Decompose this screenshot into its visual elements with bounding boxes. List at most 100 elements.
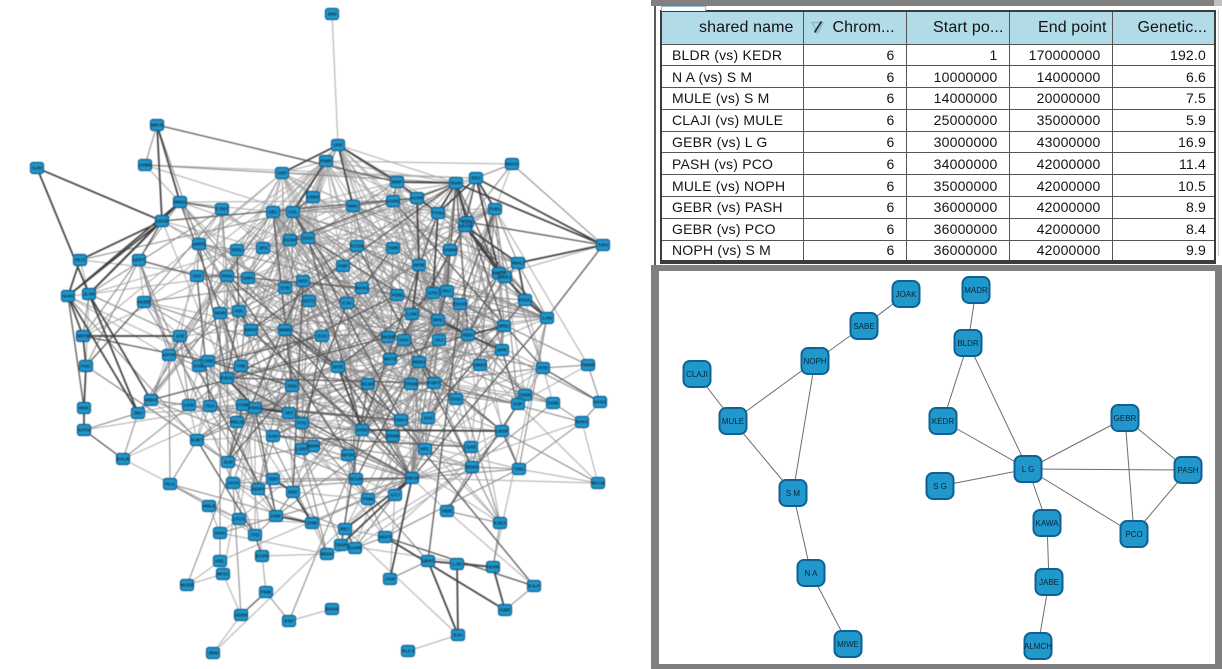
svg-text:LSM: LSM bbox=[407, 312, 417, 317]
svg-text:DGWA: DGWA bbox=[283, 238, 298, 243]
svg-text:MCLW: MCLW bbox=[591, 481, 606, 486]
svg-text:GEBR: GEBR bbox=[1114, 414, 1137, 423]
svg-text:FNP: FNP bbox=[338, 264, 347, 269]
svg-text:THU: THU bbox=[514, 467, 524, 472]
svg-text:UCH: UCH bbox=[228, 481, 239, 486]
svg-text:NDMT: NDMT bbox=[251, 487, 264, 492]
svg-text:ERNR: ERNR bbox=[386, 434, 400, 439]
svg-text:TTHG: TTHG bbox=[432, 211, 445, 216]
svg-text:PWR: PWR bbox=[321, 159, 332, 164]
svg-text:GTD: GTD bbox=[428, 291, 438, 296]
svg-text:ESUL: ESUL bbox=[519, 298, 531, 303]
svg-text:HUEB: HUEB bbox=[137, 300, 151, 305]
svg-text:SAPR: SAPR bbox=[349, 546, 362, 551]
svg-text:LJH: LJH bbox=[453, 562, 462, 567]
svg-text:EWJL: EWJL bbox=[221, 376, 234, 381]
svg-text:BDHU: BDHU bbox=[320, 552, 334, 557]
svg-text:ESP: ESP bbox=[284, 619, 293, 624]
svg-text:UGBH: UGBH bbox=[234, 613, 248, 618]
svg-text:CJU: CJU bbox=[342, 301, 352, 306]
svg-text:MRP: MRP bbox=[392, 180, 402, 185]
svg-text:PTG: PTG bbox=[297, 421, 307, 426]
svg-text:RUH: RUH bbox=[451, 181, 462, 186]
svg-text:ACDW: ACDW bbox=[350, 244, 365, 249]
svg-text:KBK: KBK bbox=[271, 514, 282, 519]
svg-text:NJBT: NJBT bbox=[191, 438, 203, 443]
svg-text:GFPT: GFPT bbox=[133, 258, 145, 263]
svg-text:CLAJI: CLAJI bbox=[686, 370, 708, 379]
svg-text:TFD: TFD bbox=[251, 533, 261, 538]
svg-text:REC: REC bbox=[340, 527, 350, 532]
svg-text:THE: THE bbox=[236, 364, 245, 369]
svg-text:NMCM: NMCM bbox=[150, 123, 164, 128]
svg-text:UNFD: UNFD bbox=[193, 242, 206, 247]
svg-text:CNW: CNW bbox=[520, 393, 532, 398]
svg-text:SSTC: SSTC bbox=[303, 299, 316, 304]
svg-text:GEAN: GEAN bbox=[458, 224, 472, 229]
svg-text:MANJ: MANJ bbox=[355, 286, 368, 291]
svg-text:N A: N A bbox=[805, 569, 819, 578]
svg-text:ADL: ADL bbox=[234, 309, 244, 314]
svg-text:JOAK: JOAK bbox=[896, 290, 918, 299]
svg-text:KBLW: KBLW bbox=[405, 476, 419, 481]
svg-text:S G: S G bbox=[933, 482, 947, 491]
svg-text:UEL: UEL bbox=[268, 210, 277, 215]
svg-text:JHD: JHD bbox=[327, 12, 337, 17]
svg-text:JCN: JCN bbox=[423, 416, 433, 421]
svg-text:MHTG: MHTG bbox=[383, 357, 397, 362]
svg-text:KPTP: KPTP bbox=[163, 353, 175, 358]
svg-text:LAN: LAN bbox=[542, 316, 552, 321]
svg-text:HFSC: HFSC bbox=[217, 572, 230, 577]
svg-text:SMHN: SMHN bbox=[306, 444, 320, 449]
svg-text:ALMCH: ALMCH bbox=[1024, 642, 1052, 651]
svg-text:PLCJ: PLCJ bbox=[402, 649, 414, 654]
svg-text:DPHT: DPHT bbox=[245, 328, 258, 333]
svg-text:DHB: DHB bbox=[307, 521, 318, 526]
svg-text:KGG: KGG bbox=[462, 220, 473, 225]
svg-text:JRT: JRT bbox=[285, 411, 294, 416]
svg-text:WKBB: WKBB bbox=[381, 335, 396, 340]
svg-text:LFCC: LFCC bbox=[233, 517, 246, 522]
svg-text:TRJT: TRJT bbox=[74, 258, 86, 263]
svg-text:DSW: DSW bbox=[357, 428, 368, 433]
svg-text:SAR: SAR bbox=[466, 445, 476, 450]
svg-text:PJP: PJP bbox=[514, 402, 523, 407]
svg-text:WFB: WFB bbox=[414, 263, 425, 268]
svg-text:KLWF: KLWF bbox=[361, 382, 374, 387]
svg-text:TDA: TDA bbox=[205, 404, 215, 409]
svg-text:PJA: PJA bbox=[318, 334, 328, 339]
svg-text:BLDR: BLDR bbox=[957, 339, 979, 348]
svg-text:NATW: NATW bbox=[77, 428, 91, 433]
svg-text:PASH: PASH bbox=[1177, 466, 1198, 475]
svg-text:JWG: JWG bbox=[287, 384, 298, 389]
svg-text:RTB: RTB bbox=[538, 366, 548, 371]
svg-text:NKFT: NKFT bbox=[379, 535, 391, 540]
svg-text:JBW: JBW bbox=[208, 651, 219, 656]
svg-text:PCO: PCO bbox=[1125, 530, 1142, 539]
svg-text:WWDK: WWDK bbox=[491, 271, 507, 276]
svg-text:HFL: HFL bbox=[421, 447, 430, 452]
svg-text:HANG: HANG bbox=[593, 400, 607, 405]
svg-text:DGB: DGB bbox=[548, 401, 559, 406]
svg-text:HMGJ: HMGJ bbox=[511, 261, 525, 266]
svg-text:PKN: PKN bbox=[222, 274, 232, 279]
svg-text:GNG: GNG bbox=[215, 531, 226, 536]
svg-text:PSPT: PSPT bbox=[428, 381, 440, 386]
svg-text:BMM: BMM bbox=[280, 328, 291, 333]
svg-text:LKW: LKW bbox=[184, 403, 195, 408]
svg-text:DPR: DPR bbox=[497, 348, 507, 353]
svg-text:MIWE: MIWE bbox=[837, 640, 859, 649]
svg-text:HFSK: HFSK bbox=[342, 453, 355, 458]
svg-text:GGN: GGN bbox=[63, 294, 74, 299]
svg-text:RRD: RRD bbox=[232, 248, 243, 253]
svg-text:LHBS: LHBS bbox=[307, 195, 320, 200]
svg-text:WDR: WDR bbox=[215, 311, 227, 316]
svg-text:DAU: DAU bbox=[451, 397, 462, 402]
svg-text:GJH: GJH bbox=[32, 166, 42, 171]
svg-text:SABE: SABE bbox=[853, 322, 874, 331]
svg-text:RELG: RELG bbox=[231, 420, 244, 425]
svg-text:KBR: KBR bbox=[500, 608, 511, 613]
svg-text:BADN: BADN bbox=[325, 607, 339, 612]
svg-text:NNTB: NNTB bbox=[77, 334, 90, 339]
svg-text:GGNG: GGNG bbox=[386, 199, 400, 204]
